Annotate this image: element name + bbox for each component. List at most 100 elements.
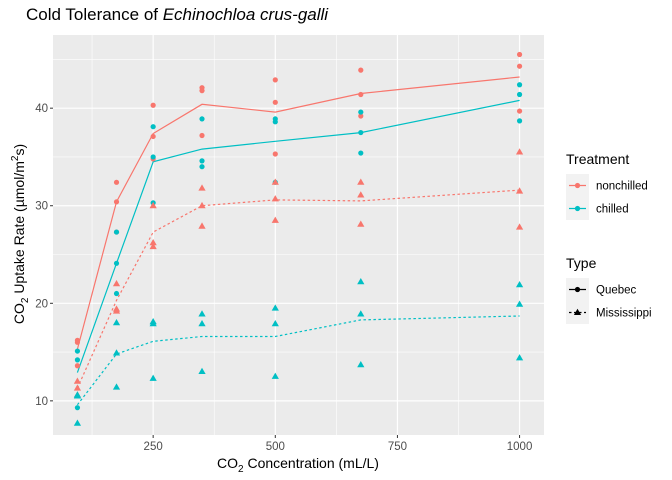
data-point <box>150 133 156 140</box>
x-axis-title: CO2 Concentration (mL/L) <box>217 455 379 475</box>
data-point <box>112 305 121 312</box>
data-point <box>516 118 523 124</box>
data-point <box>113 290 120 297</box>
legend-label: nonchilled <box>596 181 648 193</box>
data-point <box>358 150 364 156</box>
data-point <box>74 357 81 363</box>
y-axis-title-sup: 2 <box>10 155 21 161</box>
data-point <box>150 154 156 160</box>
data-point <box>112 349 121 356</box>
x-tick-label: 750 <box>388 441 407 453</box>
data-point <box>198 367 206 375</box>
y-axis-title: CO2 Uptake Rate (µmol/m2s) <box>10 144 31 324</box>
data-point <box>515 187 524 194</box>
data-point <box>515 280 524 288</box>
data-point <box>198 310 206 317</box>
legend-label: Mississippi <box>596 308 652 320</box>
y-axis-title-main: CO <box>11 303 27 324</box>
data-point <box>515 223 524 230</box>
data-point <box>73 377 82 384</box>
data-point <box>516 51 523 58</box>
data-points <box>73 51 524 426</box>
data-point <box>516 108 523 114</box>
data-point <box>358 67 364 73</box>
data-point <box>199 85 205 91</box>
data-point <box>149 318 157 325</box>
x-tick-label: 250 <box>144 441 163 453</box>
data-point <box>516 91 523 98</box>
data-point <box>515 300 524 307</box>
data-point <box>516 82 523 88</box>
data-point <box>198 222 206 229</box>
data-point <box>271 372 279 379</box>
data-point <box>198 184 206 191</box>
data-point <box>73 384 82 391</box>
data-point <box>271 304 279 311</box>
legend-title: Type <box>566 255 597 271</box>
data-point <box>272 77 278 83</box>
y-tick-label: 30 <box>35 201 48 213</box>
data-point <box>198 319 206 327</box>
x-tick-label: 1000 <box>507 441 533 453</box>
data-point <box>74 337 81 343</box>
data-point <box>271 178 279 185</box>
data-point <box>271 195 279 202</box>
data-point <box>357 360 365 368</box>
y-tick-label: 40 <box>35 103 48 115</box>
data-point <box>272 151 278 157</box>
y-tick-label: 10 <box>35 396 48 408</box>
data-point <box>113 199 120 205</box>
data-point <box>357 220 365 227</box>
legend-title: Treatment <box>566 151 629 167</box>
data-point <box>74 348 81 354</box>
axis-ticks: 250 500 750 1000 10 20 30 40 <box>35 103 532 453</box>
y-axis-title-mid: Uptake Rate (µmol/m <box>11 161 27 297</box>
data-point <box>113 229 120 235</box>
data-point <box>149 201 157 209</box>
legend-marker <box>574 286 581 293</box>
data-point <box>199 164 205 170</box>
legend-marker <box>574 182 581 189</box>
data-point <box>74 363 81 369</box>
x-axis-title-rest: Concentration (mL/L) <box>244 455 379 471</box>
data-point <box>112 279 121 287</box>
plot-panel <box>53 35 544 435</box>
data-point <box>150 124 156 130</box>
data-point <box>358 113 364 119</box>
data-point <box>271 319 279 327</box>
data-point <box>358 129 364 136</box>
data-point <box>357 310 365 317</box>
legend-label: Quebec <box>596 285 637 297</box>
data-point <box>358 109 364 115</box>
data-point <box>73 419 82 426</box>
series-line-mississippi-chilled <box>76 315 520 406</box>
data-point <box>357 191 365 198</box>
data-point <box>149 242 157 250</box>
y-axis-title-sub: 2 <box>20 297 31 303</box>
legend-marker <box>573 308 582 315</box>
data-point <box>515 354 524 361</box>
x-axis-title-sub: 2 <box>238 464 244 475</box>
data-point <box>113 260 120 266</box>
chart-title-species: Echinochloa crus-galli <box>163 5 330 24</box>
legend: Treatment nonchilled chilled Type Quebec Miss… <box>566 151 652 324</box>
data-point <box>357 178 365 185</box>
data-point <box>198 201 206 209</box>
data-point <box>357 278 365 285</box>
y-axis-title-end: s) <box>11 144 27 156</box>
legend-marker <box>574 205 581 212</box>
data-point <box>515 148 524 155</box>
data-point <box>272 99 278 105</box>
series-line-mississippi-nonchilled <box>76 189 520 389</box>
chart-title: Cold Tolerance of Echinochloa crus-galli <box>26 5 329 24</box>
minor-gridlines <box>53 35 544 435</box>
chart-title-prefix: Cold Tolerance of <box>26 5 163 24</box>
data-point <box>112 383 121 390</box>
data-point <box>149 374 157 381</box>
major-gridlines <box>53 35 544 435</box>
data-point <box>199 158 205 164</box>
x-tick-label: 500 <box>266 441 285 453</box>
data-point <box>112 319 121 326</box>
data-point <box>73 391 82 398</box>
